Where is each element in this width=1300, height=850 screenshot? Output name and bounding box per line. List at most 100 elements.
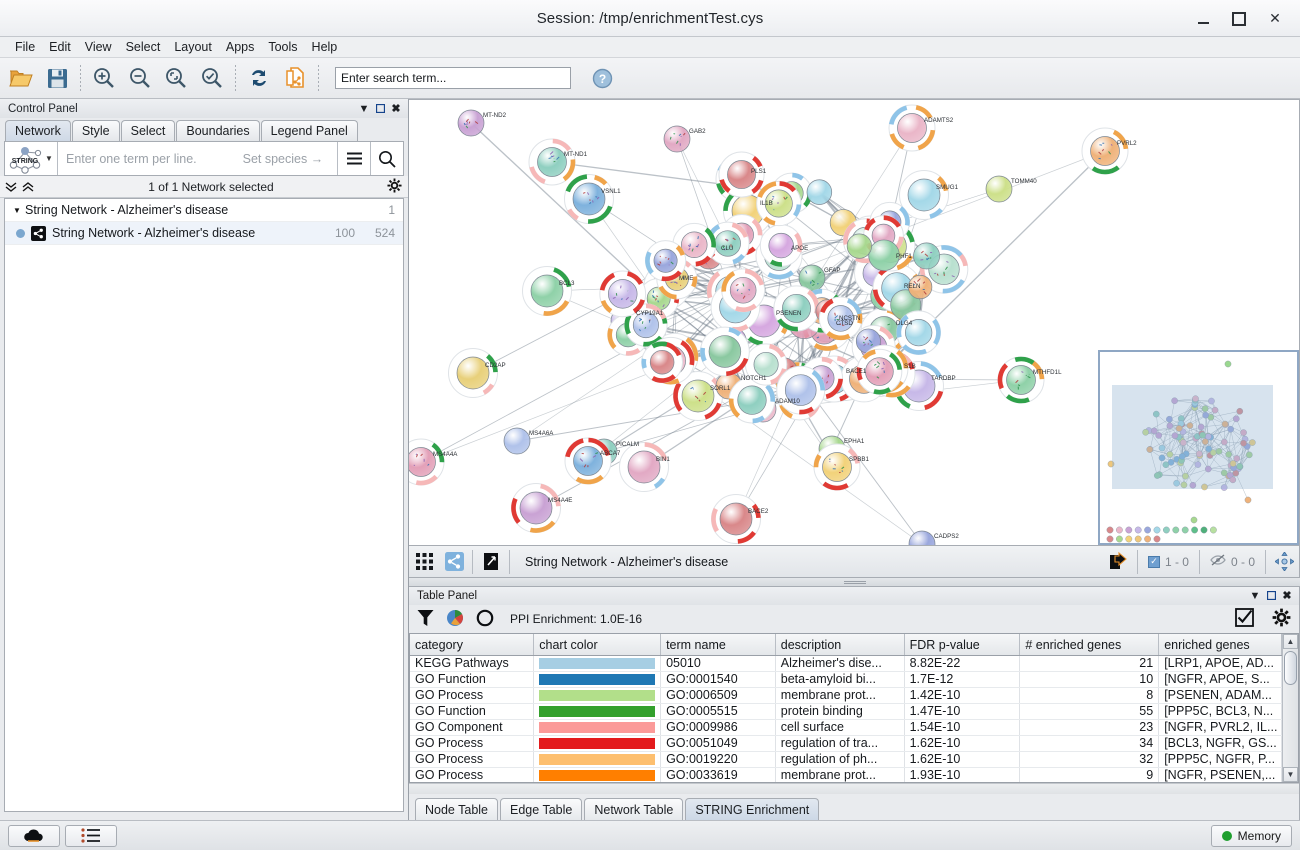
tab-network-table[interactable]: Network Table bbox=[584, 798, 684, 821]
cell-n_genes[interactable]: 8 bbox=[1019, 687, 1160, 704]
network-tree[interactable]: ▼ String Network - Alzheimer's disease 1… bbox=[4, 198, 404, 812]
minimize-button[interactable] bbox=[1186, 5, 1220, 33]
cell-chart_color[interactable] bbox=[533, 751, 662, 768]
network-node[interactable] bbox=[729, 276, 757, 304]
network-node[interactable] bbox=[714, 230, 741, 257]
hidden-edges-chip[interactable]: 0 - 0 bbox=[1203, 554, 1262, 569]
cell-category[interactable]: GO Process bbox=[410, 687, 535, 704]
cell-chart_color[interactable] bbox=[533, 719, 662, 736]
cell-description[interactable]: protein binding bbox=[775, 703, 905, 720]
scroll-up-arrow-icon[interactable]: ▲ bbox=[1283, 634, 1298, 650]
network-node[interactable] bbox=[908, 530, 936, 546]
cell-genes[interactable]: [PSENEN, ADAM... bbox=[1158, 687, 1282, 704]
network-node[interactable] bbox=[457, 109, 485, 137]
network-node[interactable] bbox=[764, 189, 793, 218]
zoom-fit-selected-icon[interactable] bbox=[159, 62, 193, 94]
menu-help[interactable]: Help bbox=[311, 40, 338, 54]
table-horizontal-scrollbar[interactable] bbox=[409, 783, 1299, 795]
cloud-status-icon[interactable] bbox=[8, 824, 60, 847]
close-button[interactable]: ✕ bbox=[1269, 10, 1281, 26]
cell-fdr[interactable]: 1.54E-10 bbox=[904, 719, 1021, 736]
cell-description[interactable]: cell surface bbox=[775, 719, 905, 736]
grid-layout-icon[interactable] bbox=[409, 548, 439, 576]
cell-category[interactable]: GO Function bbox=[410, 671, 535, 688]
donut-chart-icon[interactable] bbox=[476, 609, 494, 630]
cell-n_genes[interactable]: 23 bbox=[1019, 719, 1160, 736]
tab-network[interactable]: Network bbox=[5, 120, 71, 141]
column-header-term_name[interactable]: term name bbox=[660, 634, 776, 656]
network-node[interactable] bbox=[985, 175, 1013, 203]
table-vertical-scrollbar[interactable]: ▲ ▼ bbox=[1282, 634, 1298, 783]
tree-row-root[interactable]: ▼ String Network - Alzheimer's disease 1 bbox=[5, 199, 403, 222]
cell-term_name[interactable]: GO:0005515 bbox=[660, 703, 776, 720]
cell-category[interactable]: GO Process bbox=[410, 735, 535, 752]
panel-splitter[interactable] bbox=[409, 578, 1300, 586]
zoom-out-icon[interactable] bbox=[123, 62, 157, 94]
gear-icon[interactable] bbox=[387, 177, 402, 196]
tab-style[interactable]: Style bbox=[71, 120, 120, 141]
network-node[interactable] bbox=[681, 379, 715, 413]
network-node[interactable] bbox=[846, 233, 872, 259]
selected-nodes-chip[interactable]: ✓ 1 - 0 bbox=[1141, 555, 1196, 569]
network-node[interactable] bbox=[708, 335, 742, 368]
menu-file[interactable]: File bbox=[15, 40, 36, 54]
network-graph[interactable]: MT-ND2 MT-ND1 VSNL1 GAB2 PLS1 IL1B CLU MME BCL3 C… bbox=[409, 100, 1299, 546]
network-node[interactable] bbox=[663, 125, 691, 153]
network-node[interactable] bbox=[907, 178, 941, 212]
chevron-down-icon[interactable]: ▼ bbox=[1249, 589, 1261, 602]
table-header-row[interactable]: category chart color term name description F… bbox=[410, 634, 1282, 656]
cell-n_genes[interactable]: 55 bbox=[1019, 703, 1160, 720]
network-node[interactable] bbox=[653, 248, 678, 273]
pie-chart-icon[interactable] bbox=[446, 609, 464, 630]
table-row[interactable]: GO Process GO:0019220 regulation of ph... 1… bbox=[410, 751, 1282, 768]
column-header-description[interactable]: description bbox=[775, 634, 905, 656]
network-node[interactable] bbox=[865, 357, 894, 386]
table-row[interactable]: GO Process GO:0033619 membrane prot... 1.93… bbox=[410, 767, 1282, 783]
network-navigator[interactable] bbox=[1098, 350, 1299, 545]
string-term-input[interactable]: Enter one term per line. Set species → bbox=[58, 142, 337, 175]
cell-term_name[interactable]: GO:0009986 bbox=[660, 719, 776, 736]
network-node[interactable] bbox=[681, 231, 708, 259]
tab-select[interactable]: Select bbox=[120, 120, 176, 141]
network-node[interactable] bbox=[627, 450, 661, 484]
network-node[interactable] bbox=[905, 319, 933, 347]
network-selected-dot[interactable] bbox=[9, 228, 31, 238]
cell-description[interactable]: membrane prot... bbox=[775, 767, 905, 783]
network-node[interactable] bbox=[1006, 365, 1036, 395]
menu-layout[interactable]: Layout bbox=[174, 40, 212, 54]
menu-view[interactable]: View bbox=[84, 40, 112, 54]
cell-genes[interactable]: [PPP5C, BCL3, N... bbox=[1158, 703, 1282, 720]
tab-boundaries[interactable]: Boundaries bbox=[176, 120, 260, 141]
search-input[interactable]: Enter search term... bbox=[335, 67, 571, 89]
network-node[interactable] bbox=[753, 351, 779, 377]
table-row[interactable]: GO Process GO:0006509 membrane prot... 1.42… bbox=[410, 687, 1282, 704]
table-row[interactable]: GO Function GO:0005515 protein binding 1.47… bbox=[410, 703, 1282, 720]
cell-genes[interactable]: [LRP1, APOE, AD... bbox=[1158, 655, 1282, 672]
chevron-down-icon[interactable]: ▼ bbox=[358, 102, 370, 115]
menu-apps[interactable]: Apps bbox=[225, 40, 255, 54]
network-node[interactable] bbox=[572, 182, 606, 216]
species-dropdown-caret-icon[interactable]: ▼ bbox=[45, 154, 53, 163]
close-panel-icon[interactable]: ✖ bbox=[1282, 590, 1292, 603]
menu-edit[interactable]: Edit bbox=[49, 40, 71, 54]
annotation-icon[interactable] bbox=[476, 548, 506, 576]
network-node[interactable] bbox=[530, 274, 564, 308]
zoom-fit-network-icon[interactable] bbox=[195, 62, 229, 94]
export-image-icon[interactable] bbox=[1104, 548, 1134, 576]
tab-string-enrichment[interactable]: STRING Enrichment bbox=[685, 798, 820, 821]
cell-term_name[interactable]: GO:0033619 bbox=[660, 767, 776, 783]
tree-row-network[interactable]: String Network - Alzheimer's disease 100… bbox=[5, 222, 403, 245]
filter-icon[interactable] bbox=[417, 609, 434, 630]
cell-category[interactable]: GO Function bbox=[410, 703, 535, 720]
network-node[interactable] bbox=[768, 232, 794, 259]
memory-status[interactable]: Memory bbox=[1210, 824, 1292, 847]
zoom-in-icon[interactable] bbox=[87, 62, 121, 94]
string-share-icon[interactable] bbox=[439, 548, 469, 576]
cell-n_genes[interactable]: 32 bbox=[1019, 751, 1160, 768]
cell-fdr[interactable]: 1.42E-10 bbox=[904, 687, 1021, 704]
cell-category[interactable]: GO Component bbox=[410, 719, 535, 736]
cell-fdr[interactable]: 1.7E-12 bbox=[904, 671, 1021, 688]
cell-description[interactable]: beta-amyloid bi... bbox=[775, 671, 905, 688]
cell-chart_color[interactable] bbox=[533, 735, 662, 752]
cell-description[interactable]: regulation of ph... bbox=[775, 751, 905, 768]
